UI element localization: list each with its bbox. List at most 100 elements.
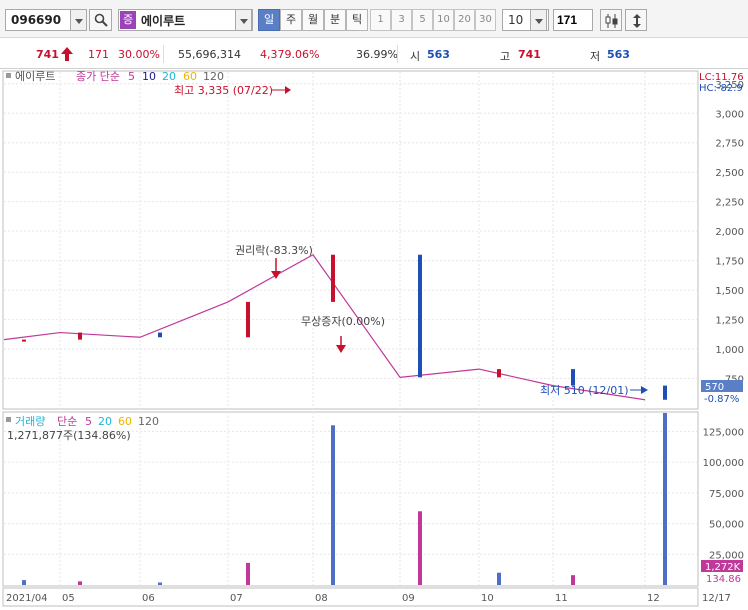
volume-bar [158, 582, 162, 585]
price-tick-label: 2,750 [715, 139, 744, 150]
chart-area[interactable]: 3,250 3,000 2,750 2,500 2,250 2,000 1,750 1,500… [0, 70, 748, 607]
volume-bar [418, 511, 422, 585]
interval-5-button[interactable]: 5 [412, 9, 433, 31]
lc-label: LC:11.76 [699, 72, 744, 83]
candle [78, 332, 82, 340]
tab-minute[interactable]: 분 [324, 9, 346, 31]
candle [663, 385, 667, 400]
low-label: 저 [590, 50, 601, 63]
current-volume-tag [701, 560, 743, 572]
price-tick-label: 1,500 [715, 286, 744, 297]
code-dropdown-button[interactable] [70, 9, 87, 31]
interval-dropdown-button[interactable] [530, 9, 547, 31]
legend-vol-ma20: 20 [98, 415, 112, 428]
vertical-arrows-icon [633, 14, 641, 28]
open-value: 563 [427, 48, 450, 61]
legend-vol-ma120: 120 [138, 415, 159, 428]
interval-10-button[interactable]: 10 [433, 9, 454, 31]
bar-count-input[interactable] [553, 9, 593, 31]
volume-tick-label: 100,000 [703, 458, 744, 469]
legend-stock: 에이루트 [15, 70, 55, 83]
candle [418, 254, 422, 378]
legend-vol-ma5: 5 [85, 415, 92, 428]
price-tick-label: 1,250 [715, 316, 744, 327]
tab-monthly[interactable]: 월 [302, 9, 324, 31]
legend-marker [6, 73, 11, 78]
legend-vol-ma60: 60 [118, 415, 132, 428]
legend-ma20: 20 [162, 70, 176, 83]
toolbar: 증 에이루트 일 주 월 분 틱 1 3 5 10 20 30 10 [0, 0, 748, 38]
turnover-pct: 36.99% [356, 48, 398, 61]
open-label: 시 [410, 50, 421, 63]
x-tick-label: 09 [402, 593, 415, 604]
low-arrow-head [641, 386, 648, 394]
legend-vol-ma-label: 단순 [57, 415, 77, 428]
tab-weekly[interactable]: 주 [280, 9, 302, 31]
bonus-annotation: 무상증자(0.00%) [301, 315, 385, 328]
interval-30-button[interactable]: 30 [475, 9, 496, 31]
x-tick-label: 12/17 [702, 593, 731, 604]
volume-legend: 거래량 단순 5 20 60 120 1,271,877주(134.86%) [6, 415, 159, 442]
price-change-pct: 30.00% [118, 48, 160, 61]
chart-settings-button[interactable] [600, 9, 622, 31]
price-tick-label: 2,500 [715, 168, 744, 179]
tab-daily[interactable]: 일 [258, 9, 280, 31]
x-tick-label: 08 [315, 593, 328, 604]
current-price: 741 [36, 48, 59, 61]
current-price-tag [701, 380, 743, 392]
price-change: 171 [88, 48, 109, 61]
x-tick-label: 06 [142, 593, 155, 604]
candle [571, 369, 575, 386]
candle [331, 254, 335, 302]
x-tick-label: 05 [62, 593, 75, 604]
current-change-tag: -0.87% [704, 394, 739, 405]
current-volume-tag-text: 1,272K [705, 562, 741, 573]
volume-tick-label: 75,000 [709, 489, 744, 500]
low-annotation: 최저 510 (12/01) [540, 384, 629, 397]
high-label: 고 [500, 50, 511, 63]
legend-ma120: 120 [203, 70, 224, 83]
interval-1-button[interactable]: 1 [370, 9, 391, 31]
vertical-arrows-button[interactable] [625, 9, 647, 31]
legend-volume: 거래량 [15, 415, 45, 428]
rights-annotation: 권리락(-83.3%) [235, 244, 313, 257]
price-tick-label: 3,250 [715, 80, 744, 91]
price-panel-frame [2, 70, 699, 410]
volume-bars [22, 413, 667, 585]
volume-bar [331, 425, 335, 585]
candlesticks [22, 254, 667, 400]
stock-code-input[interactable] [5, 9, 87, 31]
hc-label: HC:-82.9 [699, 83, 743, 94]
candle [497, 369, 501, 378]
low-value: 563 [607, 48, 630, 61]
x-tick-label: 10 [481, 593, 494, 604]
legend-ma60: 60 [183, 70, 197, 83]
y-axis-ticks: 3,250 3,000 2,750 2,500 2,250 2,000 1,750 1,500… [703, 80, 744, 561]
search-button[interactable] [89, 9, 112, 31]
legend-ma10: 10 [142, 70, 156, 83]
x-axis-frame [2, 587, 699, 607]
price-tick-label: 2,250 [715, 198, 744, 209]
quote-bar: 741 171 30.00% 55,696,314 4,379.06% 36.9… [0, 39, 748, 69]
legend-ma5: 5 [128, 70, 135, 83]
price-series-line [3, 253, 646, 401]
rights-arrow-head-1 [271, 271, 281, 279]
chart-settings-icon [605, 14, 618, 28]
volume-bar [571, 575, 575, 585]
gridlines [4, 72, 697, 585]
price-tick-label: 1,000 [715, 345, 744, 356]
candle [158, 332, 162, 338]
high-annotation: 최고 3,335 (07/22) [174, 84, 273, 97]
price-tick-label: 2,000 [715, 227, 744, 238]
stock-chart[interactable]: 3,250 3,000 2,750 2,500 2,250 2,000 1,750 1,500… [0, 70, 748, 607]
rights-arrow-head-2 [336, 345, 346, 353]
high-arrow-head [285, 86, 291, 94]
tab-tick[interactable]: 틱 [346, 9, 368, 31]
stock-name-box[interactable]: 증 에이루트 [118, 9, 253, 31]
interval-20-button[interactable]: 20 [454, 9, 475, 31]
stock-name: 에이루트 [141, 14, 186, 28]
x-axis-labels: 2021/04 05 06 07 08 09 10 11 12 12/17 [6, 593, 731, 604]
name-dropdown-button[interactable] [235, 9, 252, 31]
current-volume-text: 1,271,877주(134.86%) [7, 429, 131, 442]
interval-3-button[interactable]: 3 [391, 9, 412, 31]
